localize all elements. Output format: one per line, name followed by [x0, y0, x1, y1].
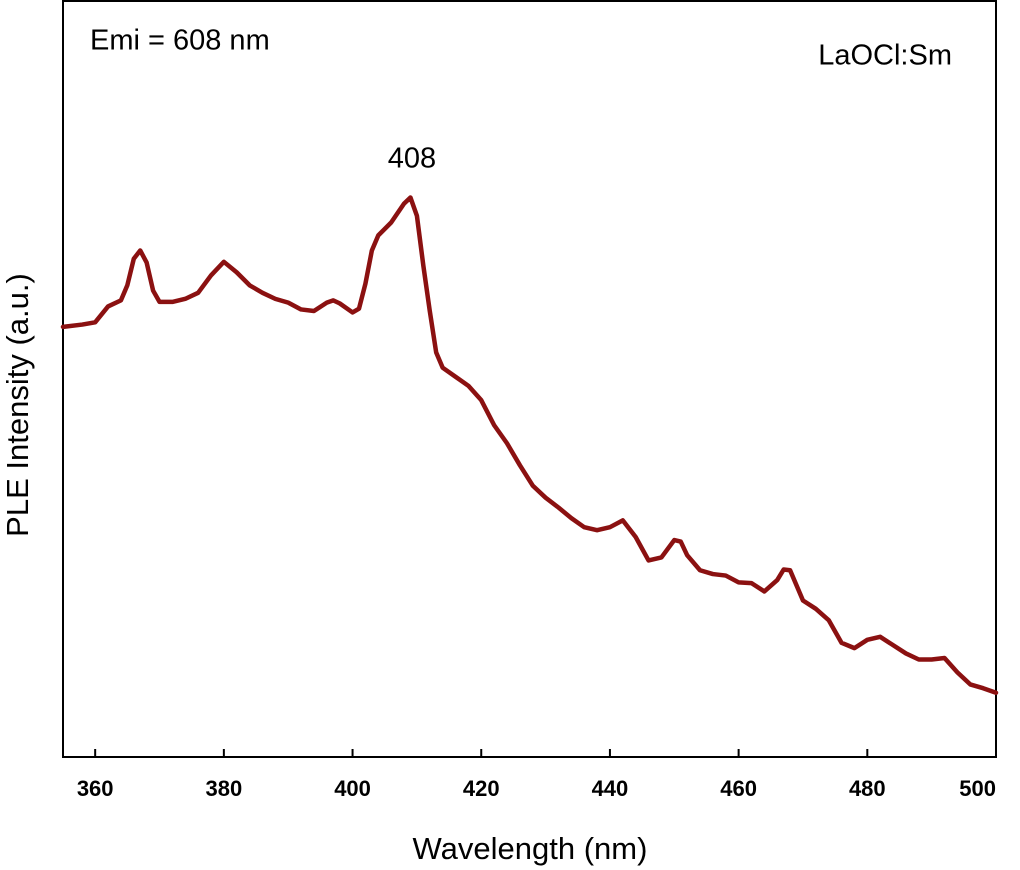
- x-tick-label: 420: [463, 776, 500, 801]
- x-tick-label: 440: [592, 776, 629, 801]
- plot-frame: [62, 0, 997, 758]
- annotation: 408: [388, 143, 436, 175]
- annotation: Emi = 608 nm: [90, 25, 270, 57]
- x-tick-label: 480: [849, 776, 886, 801]
- annotation: LaOCl:Sm: [818, 40, 952, 72]
- x-tick-label: 500: [959, 776, 996, 801]
- x-tick-label: 400: [334, 776, 371, 801]
- x-axis-title: Wavelength (nm): [413, 831, 648, 866]
- x-tick-label: 460: [720, 776, 757, 801]
- data-line: [60, 195, 999, 695]
- x-tick-label: 360: [77, 776, 114, 801]
- x-tick-label: 380: [206, 776, 243, 801]
- y-axis-title: PLE Intensity (a.u.): [0, 273, 35, 537]
